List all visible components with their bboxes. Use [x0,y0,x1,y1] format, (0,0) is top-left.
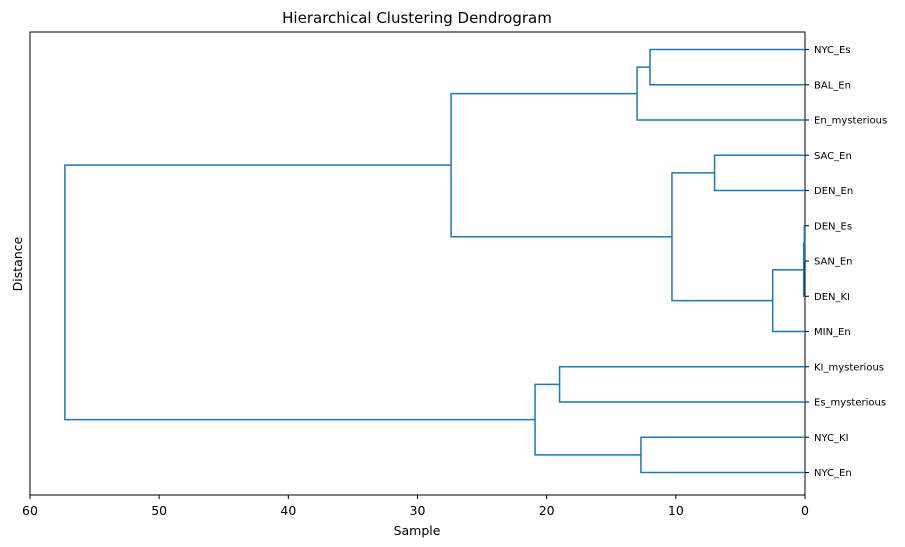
leaf-label: MIN_En [814,327,851,338]
dendrogram-link-4 [671,172,773,302]
dendrogram-links [64,48,806,474]
y-axis-label: Distance [10,236,25,291]
x-tick-label: 50 [151,503,167,518]
dendrogram-link-6 [636,66,805,121]
leaf-label: Es_mysterious [814,398,886,409]
leaf-label: NYC_Es [814,45,851,56]
leaf-label: DEN_KI [814,292,850,303]
dendrogram-link-3 [713,154,805,192]
leaf-label: SAC_En [814,151,852,162]
x-tick-label: 30 [410,503,426,518]
leaf-label: En_mysterious [814,116,887,127]
dendrogram-link-7 [450,92,672,238]
x-axis-ticks: 60 50 40 30 20 10 0 [22,495,809,518]
leaf-label: NYC_KI [814,433,849,444]
dendrogram-link-10 [534,383,641,456]
leaf-label: BAL_En [814,80,851,91]
x-tick-label: 0 [801,503,809,518]
leaf-labels: NYC_Es BAL_En En_mysterious SAC_En DEN_En DEN… [805,45,887,479]
x-tick-label: 40 [280,503,296,518]
leaf-label: SAN_En [814,257,853,268]
leaf-label: DEN_En [814,186,853,197]
x-tick-label: 60 [22,503,38,518]
plot-frame [29,31,806,496]
chart-title: Hierarchical Clustering Dendrogram [282,9,552,27]
dendrogram-link-5 [649,48,805,86]
x-axis-label: Sample [394,523,441,538]
x-tick-label: 20 [539,503,555,518]
dendrogram-link-8 [558,366,805,403]
x-tick-label: 10 [668,503,684,518]
dendrogram-link-11 [64,164,536,421]
dendrogram-link-9 [640,436,805,474]
leaf-label: NYC_En [814,468,852,479]
leaf-label: KI_mysterious [814,362,884,373]
dendrogram-link-2 [771,269,805,333]
leaf-label: DEN_Es [814,221,852,232]
